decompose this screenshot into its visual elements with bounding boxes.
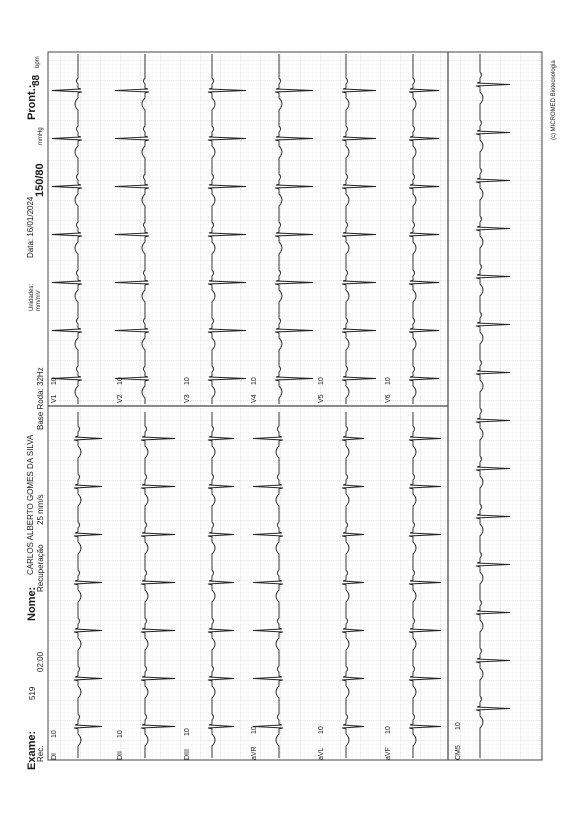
patient-name: CARLOS ALBERTO GOMES DA SILVA [26,434,35,575]
ecg-trace-cm5 [475,54,511,758]
heart-rate: 88 [31,74,42,86]
ecg-trace-avf [408,412,442,758]
lead-label-v2: V2 [117,394,124,403]
lead-gain-dii: 10 [117,730,124,738]
lead-label-di: DI [51,753,58,760]
lead-gain-avf: 10 [385,726,392,734]
lead-label-v3: V3 [184,394,191,403]
blood-pressure-unit: mmHg [38,127,44,145]
lead-label-v1: V1 [51,394,58,403]
phase-label: Recuperação [36,544,45,592]
lead-gain-v6: 10 [385,377,392,385]
ecg-trace-v2 [114,54,150,404]
lead-label-dii: DII [117,751,124,760]
pront-label: Pront.: [26,84,38,120]
ecg-trace-dii [140,412,176,758]
lead-gain-diii: 10 [184,728,191,736]
ecg-trace-di [73,412,103,758]
lead-label-avl: aVL [318,747,325,760]
exam-date: Data: 16/01/2024 [26,196,35,258]
ecg-trace-v4 [274,54,314,404]
ecg-trace-v1 [51,54,83,404]
lead-gain-cm5: 10 [455,722,462,730]
ecg-trace-v6 [408,54,440,404]
lead-label-v4: V4 [251,394,258,403]
lead-gain-v2: 10 [117,377,124,385]
lead-label-v6: V6 [385,394,392,403]
ecg-trace-avr [252,412,284,758]
lead-gain-v4: 10 [251,377,258,385]
units-value: mm/mV [36,290,42,311]
ecg-trace-avl [341,412,365,758]
brand-footer: (c) MICROMED Biotecnologia [551,60,557,140]
units-label: Unidades: [29,283,35,311]
heart-rate-unit: bpm [35,56,41,68]
elapsed-time: 02:00 [36,651,45,672]
lead-label-avf: aVF [385,747,392,760]
ecg-traces [51,54,511,758]
lead-label-diii: DIII [184,749,191,760]
blood-pressure: 150/80 [34,163,46,197]
lead-gain-v3: 10 [184,377,191,385]
ecg-trace-v3 [207,54,247,404]
rec-label: Rec. [36,745,45,762]
lead-label-cm5: CM5 [455,745,462,760]
lead-gain-di: 10 [51,730,58,738]
ecg-trace-v5 [341,54,377,404]
ecg-trace-diii [207,412,235,758]
lead-label-v5: V5 [318,394,325,403]
lead-label-avr: aVR [251,746,258,760]
exame-value: 519 [28,686,37,700]
lead-gain-avl: 10 [318,726,325,734]
paper-speed: 25 mm/s [36,494,45,525]
lead-gain-v1: 10 [51,377,58,385]
filter-label: Base Roda: 32Hz [36,367,45,430]
lead-gain-avr: 10 [251,726,258,734]
lead-gain-v5: 10 [318,377,325,385]
